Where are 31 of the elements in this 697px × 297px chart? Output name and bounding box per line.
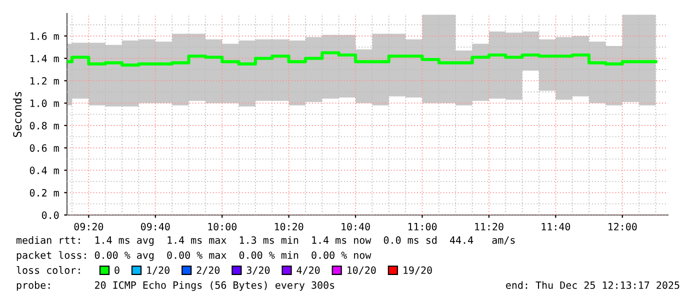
y-tick-label: 0.0: [42, 211, 59, 219]
x-tick-label: 10:40: [342, 222, 370, 230]
y-tick-label: 0.6 m: [30, 144, 59, 152]
text: probe: 20 ICMP Echo Pings (56 Bytes) every 300s: [16, 281, 334, 291]
legend-label: 0: [114, 266, 120, 274]
legend-label: 3/20: [246, 266, 270, 275]
text: end: Thu Dec 25 12:13:17 2025: [506, 281, 680, 289]
x-tick-label: 11:40: [542, 222, 570, 230]
x-tick-label: 09:40: [140, 222, 170, 230]
y-axis-title: Seconds: [12, 92, 22, 137]
x-tick-label: 10:20: [274, 222, 304, 230]
legend-label: 19/20: [404, 266, 432, 275]
x-tick-label: 09:20: [74, 222, 104, 230]
y-tick-label: 1.4 m: [30, 54, 59, 62]
x-tick-label: 10:00: [208, 222, 237, 230]
y-tick-label: 0.8 m: [30, 122, 59, 130]
legend-label: 1/20: [147, 266, 170, 275]
text: packet loss: 0.00 % avg 0.00 % max 0.00 % min 0.00 % now: [16, 251, 372, 261]
y-tick-label: 1.0 m: [30, 100, 59, 108]
y-tick-label: 0.2 m: [30, 189, 59, 197]
legend-label: 10/20: [348, 266, 376, 275]
x-tick-label: 11:20: [475, 222, 504, 230]
x-tick-label: 11:00: [408, 222, 437, 230]
y-tick-label: 1.6 m: [30, 32, 59, 40]
y-tick-label: 0.4 m: [30, 166, 59, 174]
legend-label: 4/20: [296, 266, 320, 275]
y-tick-label: 1.2 m: [30, 77, 59, 85]
legend-title: loss color:: [16, 266, 80, 274]
legend-label: 2/20: [196, 266, 220, 275]
x-tick-label: 12:00: [608, 222, 637, 230]
text: median rtt: 1.4 ms avg 1.4 ms max 1.3 ms min 1.4 ms now 0.0 ms sd 44.4 am/s: [16, 236, 515, 246]
